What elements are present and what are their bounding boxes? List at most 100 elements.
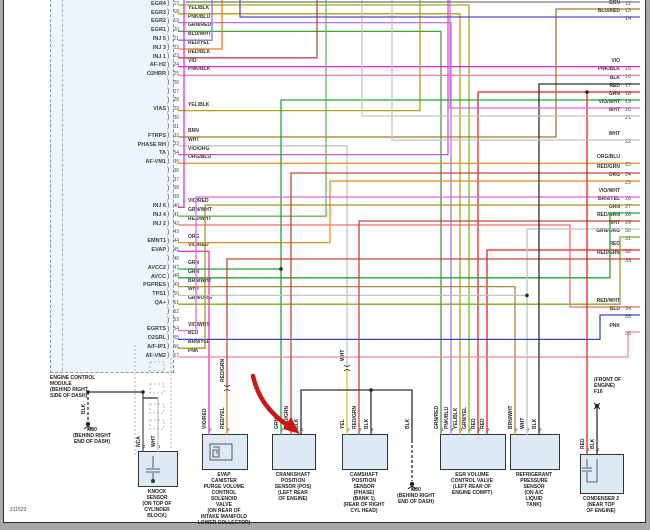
ecm-pin-17-bracket: ) <box>167 0 170 7</box>
ecm-pin-39-number: 39 <box>173 194 180 201</box>
ecm-pin-45-bracket: ) <box>167 246 170 254</box>
wire-vio-wht-43 <box>449 0 640 109</box>
m80-left-label: M80 (BEHIND RIGHT END OF DASH) <box>73 427 111 445</box>
ecm-pin-27-number: 27 <box>173 88 180 95</box>
ecm-pin-41-bracket: ) <box>167 211 170 219</box>
right-tag-31-label: GRN/ORG <box>596 228 620 234</box>
ecm-pin-27-bracket: ) <box>167 88 170 95</box>
egr-volume-control-valve-label: EGR VOLUME CONTROL VALVE (LEFT REAR OF ENGI… <box>451 472 493 496</box>
ecm-pin-35-bracket: ) <box>167 158 170 166</box>
ecm-pin-48-label: AVCC <box>150 273 166 280</box>
condenser-2-pin-2: 2 <box>597 447 600 452</box>
right-tag-35-label: BLU <box>609 306 620 312</box>
ecm-pin-35-wire-color: ORG/BLU <box>188 154 212 161</box>
crankshaft-position-sensor-box <box>272 434 316 470</box>
wire-org-20 <box>178 180 640 244</box>
wire-blu-red-46 <box>239 0 640 18</box>
camshaft-position-sensor-box <box>342 434 388 470</box>
wire-pnk-blu-2 <box>178 21 452 435</box>
ecm-pin-57-number: 57 <box>173 352 180 359</box>
ecm-pin-48-number: 48 <box>173 273 180 280</box>
ecm-pin-52-number: 52 <box>173 308 180 315</box>
crankshaft-position-sensor-pin-1: 1 <box>301 427 304 432</box>
ecm-label: ENGINE CONTROL MODULE (BEHIND RIGHT SIDE OF… <box>50 375 96 399</box>
ecm-pin-44-wire-color: ORG <box>188 233 200 240</box>
camshaft-position-sensor-label: CAMSHAFT POSITION SENSOR (PHASE) (BANK 1) (RE… <box>343 472 385 514</box>
camshaft-position-sensor-pin-1: 1 <box>371 427 374 432</box>
ecm-pin-49-bracket: ) <box>167 281 170 289</box>
ecm-pin-18-number: 18 <box>173 9 180 16</box>
ecm-pin-40-wire-color: VIO/RED <box>188 198 209 205</box>
ecm-pin-47-number: 47 <box>173 264 180 271</box>
right-tag-13-label: BRN <box>609 0 620 6</box>
right-tag-14-number: 14 <box>625 16 632 22</box>
wire-grn-wht-18 <box>178 0 327 217</box>
ecm-pin-56-wire-color: BRN/YEL <box>188 339 210 346</box>
ecm-pin-54-bracket: ) <box>167 325 170 333</box>
ecm-pin-35-label: AF-VM1 <box>145 159 166 166</box>
ecm-pin-34-bracket: ) <box>167 149 170 157</box>
wire-vio-org-15 <box>178 0 449 156</box>
ecm-pin-48-wire-color: GRN <box>188 268 200 275</box>
ecm-pin-20-label: EGR1 <box>151 27 166 34</box>
ground-symbol <box>83 421 93 430</box>
ecm-pin-36-number: 36 <box>173 167 180 174</box>
right-tag-28-label: GRN <box>608 204 620 210</box>
wire-red-yel-7 <box>178 0 223 50</box>
wire-pnk-32 <box>178 331 640 358</box>
ecm-pin-46-number: 46 <box>173 255 180 262</box>
ecm-pin-50-bracket: ) <box>167 290 170 298</box>
ecm-pin-47-bracket: ) <box>167 264 170 271</box>
right-tag-16-label: PNK/BLK <box>597 66 620 73</box>
wire-vio-wht-29 <box>178 196 640 332</box>
ecm-pin-26-number: 26 <box>173 79 180 86</box>
right-tag-22-label: WHT <box>608 131 620 137</box>
ground-symbol <box>407 481 417 490</box>
right-tag-21-number: 21 <box>625 115 632 121</box>
wire-brn-12 <box>178 8 640 138</box>
ecm-pin-51-wire-color: GRN/ORG <box>188 295 212 302</box>
wire-vio-red-17 <box>178 0 185 209</box>
right-tag-16-number: 16 <box>625 74 632 81</box>
ecm-pin-48-bracket: ) <box>167 272 170 280</box>
diagram-number: 211523 <box>10 507 27 513</box>
wire-grn-org-28 <box>178 236 640 305</box>
f16-label: (FRONT OF ENGINE) F16 <box>594 377 622 395</box>
ecm-pin-37-number: 37 <box>173 176 180 183</box>
ecm-pin-19-bracket: ) <box>167 17 170 25</box>
junction-dot <box>279 267 283 271</box>
wire-red-4 <box>477 91 640 435</box>
wire-grn-23 <box>280 99 640 435</box>
m80-right-label: M80 (BEHIND RIGHT END OF DASH) <box>397 487 435 505</box>
ecm-dashed-box <box>50 0 174 373</box>
refrigerant-pressure-sensor-pin-2: 2 <box>527 427 530 432</box>
right-tag-29-label: RED/GRN <box>596 212 620 218</box>
ecm-pin-24-number: 24 <box>173 62 180 69</box>
ecm-pin-51-label: QA+ <box>154 300 166 306</box>
ecm-pin-24-label: AF-H2 <box>149 62 166 69</box>
wire-grn-24 <box>178 212 640 279</box>
ecm-pin-22-label: INJ 3 <box>152 44 166 51</box>
inline-connector-1 <box>149 361 165 372</box>
knock-sensor-label: KNOCK SENSOR (ON TOP OF CYLINDER BLOCK) <box>142 489 172 519</box>
ecm-pin-17-label: EGR4 <box>151 0 166 7</box>
ecm-pin-47-wire-color: GRN <box>188 260 200 266</box>
ecm-pin-34-label: TA <box>159 150 166 157</box>
right-tag-15-number: 15 <box>625 65 632 72</box>
right-tag-18-label: RED <box>609 83 620 89</box>
wire-wht-44 <box>361 0 640 117</box>
ecm-pin-55-bracket: ) <box>167 334 170 342</box>
right-tag-34-number: 34 <box>625 306 632 312</box>
ecm-pin-51-bracket: ) <box>167 299 170 307</box>
wire-vio-red-21 <box>178 250 210 435</box>
ecm-pin-22-number: 22 <box>173 44 180 51</box>
egr-volume-control-valve-box <box>440 434 506 470</box>
ecm-pin-42-number: 42 <box>173 220 180 227</box>
evap-solenoid-label: EVAP CANISTER PURGE VOLUME CONTROL SOLENOID V… <box>197 472 251 526</box>
ecm-pin-25-bracket: ) <box>167 70 170 78</box>
ecm-pin-29-wire-color: YEL/BLK <box>188 101 210 108</box>
ecm-pin-57-bracket: ) <box>167 352 170 359</box>
ecm-pin-43-bracket: ) <box>167 228 170 236</box>
right-tag-23-label: ORG/BLU <box>596 154 620 161</box>
right-tag-29-number: 29 <box>625 220 632 226</box>
